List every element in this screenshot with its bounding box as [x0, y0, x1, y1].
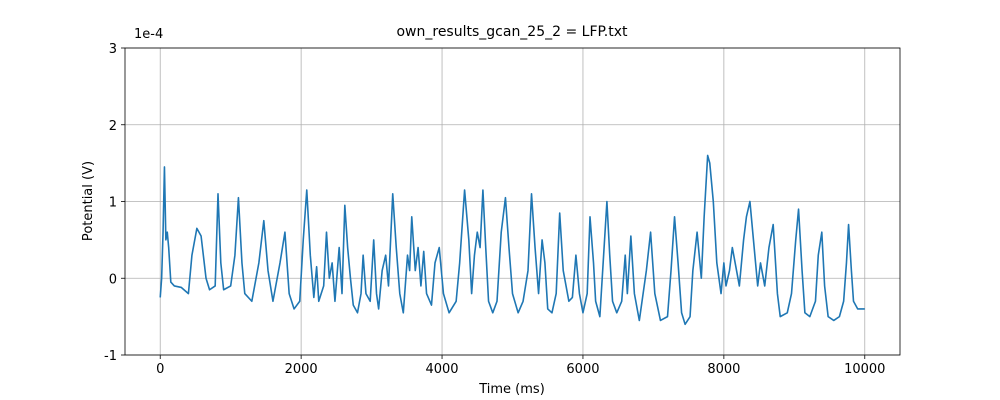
- y-tick-label: 3: [109, 42, 117, 57]
- x-tick-label: 8000: [707, 362, 740, 377]
- x-tick-label: 4000: [425, 362, 458, 377]
- y-axis-label: Potential (V): [81, 161, 96, 241]
- x-tick-label: 10000: [844, 362, 885, 377]
- x-tick-label: 2000: [285, 362, 318, 377]
- plot-frame: [124, 47, 901, 356]
- y-tick-label: -1: [104, 349, 117, 364]
- y-tick-label: 0: [109, 272, 117, 287]
- y-tick-label: 2: [109, 119, 117, 134]
- y-tick-label: 1: [109, 196, 117, 211]
- x-axis-label: Time (ms): [478, 382, 545, 397]
- chart-title: own_results_gcan_25_2 = LFP.txt: [396, 24, 628, 40]
- x-tick-label: 6000: [566, 362, 599, 377]
- data-line: [159, 154, 865, 326]
- y-offset-label: 1e-4: [134, 27, 163, 42]
- x-tick-label: 0: [156, 362, 164, 377]
